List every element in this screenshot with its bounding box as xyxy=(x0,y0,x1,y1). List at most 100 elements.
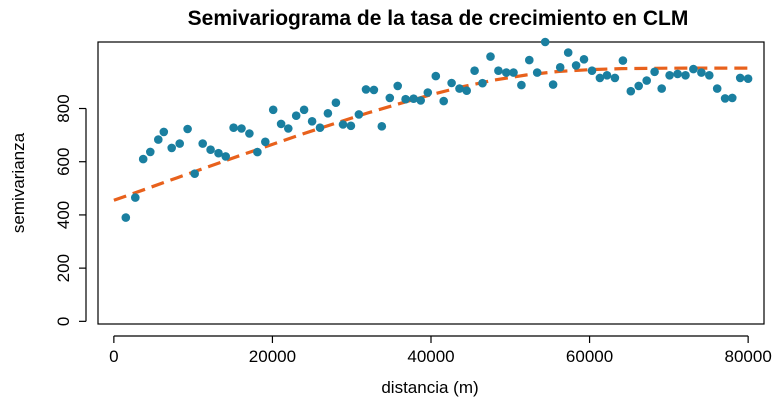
data-point xyxy=(416,96,426,105)
data-point xyxy=(548,80,558,89)
data-point xyxy=(299,105,309,115)
data-point xyxy=(214,148,223,158)
data-point xyxy=(138,154,148,164)
data-point xyxy=(431,71,441,81)
data-point xyxy=(509,68,518,77)
data-point xyxy=(626,86,636,96)
data-point xyxy=(712,84,722,93)
y-axis-label: semivarianza xyxy=(9,132,28,233)
data-point xyxy=(167,143,176,153)
data-point xyxy=(447,78,456,88)
data-point xyxy=(610,73,620,83)
data-point xyxy=(237,124,246,133)
data-point xyxy=(540,37,550,47)
data-point xyxy=(494,66,503,75)
x-axis-label: distancia (m) xyxy=(381,378,478,397)
data-point xyxy=(650,67,659,77)
data-point xyxy=(478,78,487,88)
y-tick-label: 200 xyxy=(54,254,73,282)
data-point xyxy=(735,73,745,83)
data-point xyxy=(354,110,364,119)
data-point xyxy=(409,94,418,103)
x-axis: 0 20000 40000 60000 80000 xyxy=(109,335,772,366)
y-tick-label: 800 xyxy=(54,94,73,122)
x-tick-label: 20000 xyxy=(249,347,296,366)
data-point xyxy=(634,81,643,91)
data-point xyxy=(323,109,333,118)
data-point xyxy=(665,71,674,80)
data-point xyxy=(532,68,542,77)
chart-title: Semivariograma de la tasa de crecimiento… xyxy=(188,7,689,30)
data-point xyxy=(253,147,262,157)
data-point xyxy=(131,193,140,202)
data-point xyxy=(121,213,131,222)
data-point xyxy=(338,120,348,129)
data-point xyxy=(462,86,472,95)
data-point xyxy=(705,71,714,80)
data-point xyxy=(595,73,605,83)
data-point xyxy=(221,152,230,161)
data-point xyxy=(377,122,387,131)
data-point xyxy=(423,88,433,97)
data-point xyxy=(517,80,526,90)
data-point xyxy=(525,55,534,65)
data-point xyxy=(486,52,495,61)
data-point xyxy=(146,147,155,157)
data-point xyxy=(618,56,628,65)
data-point xyxy=(385,93,395,103)
fitted-model-line xyxy=(113,66,749,202)
data-point xyxy=(579,55,589,64)
data-point xyxy=(346,121,356,131)
data-point xyxy=(183,124,192,134)
data-point xyxy=(439,96,449,106)
data-point xyxy=(361,85,371,94)
data-point xyxy=(743,74,753,83)
y-tick-label: 0 xyxy=(54,317,73,326)
x-tick-label: 0 xyxy=(109,347,118,366)
data-point xyxy=(229,123,238,132)
y-tick-label: 400 xyxy=(54,201,73,229)
data-point xyxy=(455,84,464,93)
data-point xyxy=(728,93,737,103)
x-tick-label: 40000 xyxy=(407,347,454,366)
data-point xyxy=(571,61,581,70)
data-point xyxy=(602,71,612,80)
data-point xyxy=(393,81,403,91)
data-point xyxy=(159,127,169,137)
data-point xyxy=(154,135,163,144)
data-point xyxy=(268,105,278,115)
data-point xyxy=(261,137,270,147)
data-point xyxy=(642,76,651,85)
data-point xyxy=(502,68,511,77)
data-point xyxy=(190,169,199,178)
data-point xyxy=(470,66,479,75)
x-tick-label: 60000 xyxy=(566,347,613,366)
data-point xyxy=(401,94,410,104)
data-point xyxy=(291,111,301,120)
data-point xyxy=(657,84,666,93)
data-point xyxy=(331,98,341,107)
data-point xyxy=(175,139,184,148)
y-axis: 0 200 400 600 800 xyxy=(54,94,87,326)
data-point xyxy=(284,124,293,133)
data-point xyxy=(697,68,706,77)
y-tick-label: 600 xyxy=(54,148,73,176)
plot-frame xyxy=(97,41,765,325)
data-point xyxy=(198,139,207,148)
empirical-semivariance-points xyxy=(121,37,753,222)
data-point xyxy=(307,117,317,126)
data-point xyxy=(315,123,325,132)
data-point xyxy=(689,64,698,74)
data-point xyxy=(245,129,254,138)
data-point xyxy=(720,94,730,103)
data-point xyxy=(673,69,682,79)
x-tick-label: 80000 xyxy=(725,347,772,366)
data-point xyxy=(206,145,215,154)
data-point xyxy=(276,119,286,129)
data-point xyxy=(681,71,690,80)
data-point xyxy=(555,63,565,72)
data-point xyxy=(563,48,573,57)
data-point xyxy=(369,85,379,95)
data-point xyxy=(587,66,597,75)
